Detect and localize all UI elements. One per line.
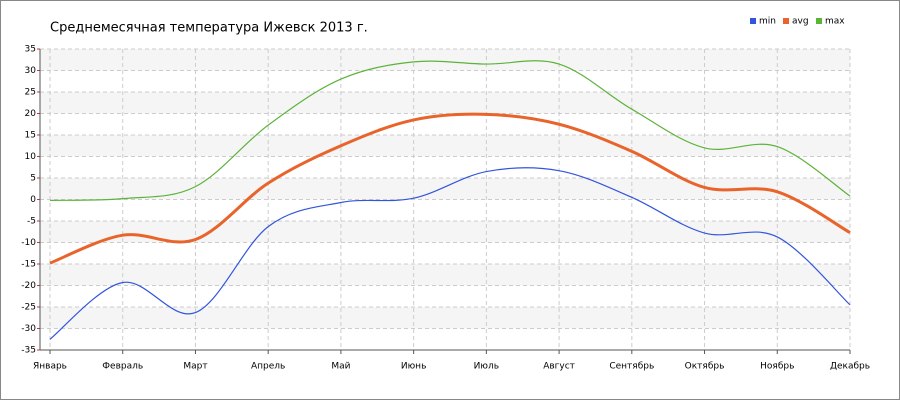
x-tick-label: Октябрь <box>685 362 725 372</box>
grid-band <box>40 221 850 243</box>
y-tick-label: -30 <box>21 324 36 334</box>
legend-swatch <box>750 18 756 24</box>
y-tick-label: -10 <box>21 238 36 248</box>
legend-label: max <box>825 17 845 27</box>
x-tick-label: Июнь <box>401 362 427 372</box>
y-tick-label: 20 <box>25 109 37 119</box>
x-tick-label: Июль <box>474 362 499 372</box>
y-tick-label: 5 <box>30 174 36 184</box>
x-tick-label: Ноябрь <box>760 362 794 372</box>
y-tick-label: 35 <box>25 45 36 55</box>
y-tick-label: 25 <box>25 88 36 98</box>
y-tick-label: -5 <box>27 217 36 227</box>
legend-label: min <box>759 17 776 27</box>
y-tick-label: -25 <box>21 303 36 313</box>
grid-band <box>40 264 850 286</box>
grid-band <box>40 307 850 329</box>
chart-title: Среднемесячная температура Ижевск 2013 г… <box>50 21 368 36</box>
line <box>49 167 851 340</box>
legend-swatch <box>783 18 789 24</box>
x-tick-label: Январь <box>33 362 67 372</box>
x-tick-label: Март <box>183 362 207 372</box>
y-tick-label: 0 <box>30 195 36 205</box>
x-tick-label: Сентябрь <box>609 362 654 372</box>
x-tick-label: Апрель <box>251 362 285 372</box>
y-tick-label: -20 <box>21 281 36 291</box>
x-tick-label: Декабрь <box>830 362 870 372</box>
y-tick-label: 15 <box>25 131 36 141</box>
grid-band <box>40 49 850 71</box>
x-tick-label: Август <box>543 362 575 372</box>
legend-swatch <box>816 18 822 24</box>
legend-label: avg <box>792 17 809 27</box>
line <box>49 112 851 265</box>
grid-band <box>40 178 850 200</box>
grid-band <box>40 135 850 157</box>
line <box>49 60 851 201</box>
grid-band <box>40 92 850 114</box>
y-tick-label: 10 <box>25 152 37 162</box>
x-tick-label: Май <box>331 362 350 372</box>
y-tick-label: 30 <box>25 66 37 76</box>
y-tick-label: -35 <box>21 346 36 356</box>
x-tick-label: Февраль <box>102 362 143 372</box>
y-tick-label: -15 <box>21 260 36 270</box>
